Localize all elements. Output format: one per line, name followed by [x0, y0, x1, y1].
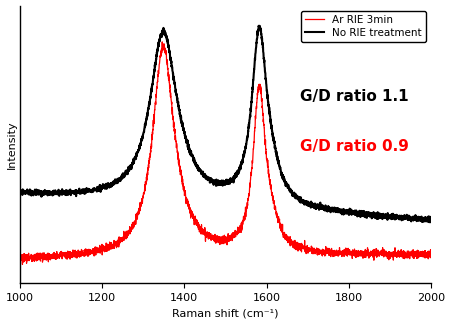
No RIE treatment: [421, 216, 426, 220]
Ar RIE 3min: [377, 254, 382, 258]
No RIE treatment: [256, 24, 262, 28]
Ar RIE 3min: [88, 248, 94, 252]
No RIE treatment: [88, 188, 94, 191]
Y-axis label: Intensity: Intensity: [7, 120, 17, 169]
No RIE treatment: [429, 216, 434, 220]
Text: G/D ratio 1.1: G/D ratio 1.1: [299, 89, 408, 104]
No RIE treatment: [193, 162, 198, 166]
Line: No RIE treatment: No RIE treatment: [19, 26, 432, 222]
No RIE treatment: [175, 100, 180, 104]
Ar RIE 3min: [20, 262, 25, 266]
Text: G/D ratio 0.9: G/D ratio 0.9: [299, 139, 409, 154]
Ar RIE 3min: [64, 251, 69, 255]
Legend: Ar RIE 3min, No RIE treatment: Ar RIE 3min, No RIE treatment: [301, 11, 426, 42]
X-axis label: Raman shift (cm⁻¹): Raman shift (cm⁻¹): [172, 308, 279, 318]
Ar RIE 3min: [421, 252, 426, 256]
Ar RIE 3min: [160, 40, 165, 44]
Ar RIE 3min: [429, 250, 434, 254]
No RIE treatment: [427, 220, 433, 224]
Ar RIE 3min: [193, 218, 198, 222]
No RIE treatment: [64, 191, 69, 195]
Ar RIE 3min: [17, 254, 22, 258]
Line: Ar RIE 3min: Ar RIE 3min: [19, 42, 432, 264]
Ar RIE 3min: [175, 156, 180, 160]
No RIE treatment: [17, 189, 22, 192]
No RIE treatment: [376, 214, 382, 218]
